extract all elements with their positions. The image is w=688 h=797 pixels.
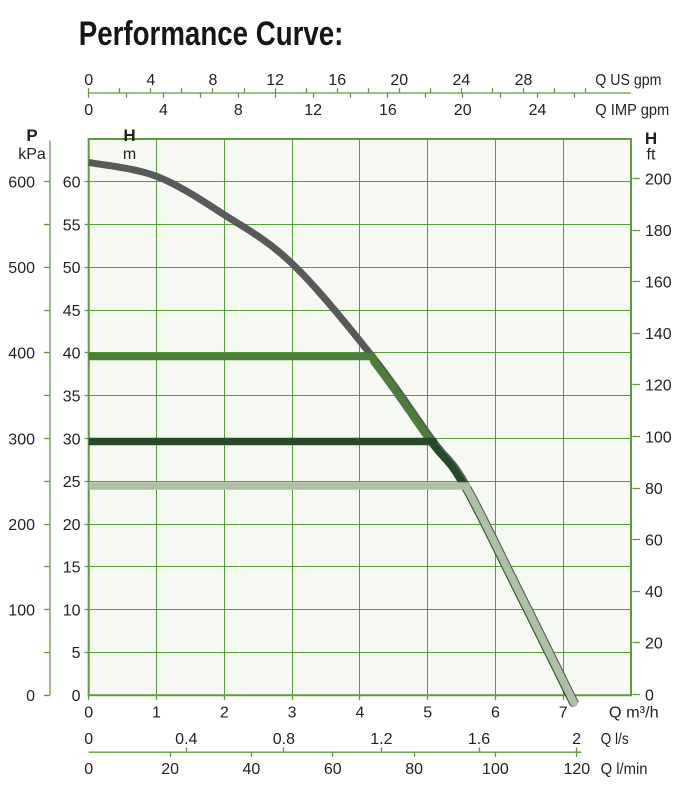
svg-text:30: 30 xyxy=(63,431,81,448)
svg-text:P: P xyxy=(26,126,37,145)
svg-text:25: 25 xyxy=(63,474,81,491)
svg-text:20: 20 xyxy=(454,102,472,119)
svg-text:0: 0 xyxy=(72,688,81,705)
svg-text:1.2: 1.2 xyxy=(370,731,392,748)
svg-text:Performance Curve:: Performance Curve: xyxy=(79,15,344,53)
svg-text:kPa: kPa xyxy=(18,146,46,163)
svg-text:16: 16 xyxy=(328,72,346,89)
svg-text:ft: ft xyxy=(647,147,656,164)
svg-text:40: 40 xyxy=(645,584,663,601)
svg-text:0.8: 0.8 xyxy=(273,731,295,748)
svg-text:0: 0 xyxy=(84,704,93,721)
svg-text:35: 35 xyxy=(63,389,81,406)
svg-text:200: 200 xyxy=(8,517,35,534)
svg-text:200: 200 xyxy=(645,171,672,188)
svg-text:3: 3 xyxy=(288,704,297,721)
svg-text:40: 40 xyxy=(243,761,261,778)
svg-text:15: 15 xyxy=(63,560,81,577)
svg-text:1.6: 1.6 xyxy=(468,731,490,748)
svg-text:5: 5 xyxy=(423,704,432,721)
svg-text:180: 180 xyxy=(645,223,672,240)
svg-text:8: 8 xyxy=(208,72,217,89)
svg-text:Q l/min: Q l/min xyxy=(601,761,648,778)
svg-text:120: 120 xyxy=(645,378,672,395)
svg-text:400: 400 xyxy=(8,346,35,363)
svg-text:80: 80 xyxy=(645,481,663,498)
svg-text:6: 6 xyxy=(491,704,500,721)
svg-text:45: 45 xyxy=(63,303,81,320)
svg-text:24: 24 xyxy=(453,72,471,89)
svg-text:50: 50 xyxy=(63,260,81,277)
svg-text:4: 4 xyxy=(159,102,168,119)
svg-text:0: 0 xyxy=(645,687,654,704)
svg-text:100: 100 xyxy=(8,602,35,619)
svg-text:40: 40 xyxy=(63,346,81,363)
svg-text:Q US gpm: Q US gpm xyxy=(595,72,661,89)
svg-text:120: 120 xyxy=(563,761,590,778)
svg-text:100: 100 xyxy=(645,429,672,446)
svg-text:8: 8 xyxy=(234,102,243,119)
svg-text:100: 100 xyxy=(482,761,509,778)
svg-text:20: 20 xyxy=(390,72,408,89)
svg-text:300: 300 xyxy=(8,431,35,448)
svg-text:0: 0 xyxy=(84,102,93,119)
svg-text:0: 0 xyxy=(84,731,93,748)
svg-text:20: 20 xyxy=(63,517,81,534)
svg-text:20: 20 xyxy=(161,761,179,778)
svg-text:60: 60 xyxy=(324,761,342,778)
svg-text:500: 500 xyxy=(8,260,35,277)
svg-text:0.4: 0.4 xyxy=(175,731,197,748)
svg-text:16: 16 xyxy=(379,102,397,119)
svg-text:12: 12 xyxy=(266,72,284,89)
svg-text:80: 80 xyxy=(405,761,423,778)
svg-text:60: 60 xyxy=(645,533,663,550)
svg-text:24: 24 xyxy=(529,102,547,119)
svg-text:140: 140 xyxy=(645,326,672,343)
svg-text:20: 20 xyxy=(645,636,663,653)
svg-text:2: 2 xyxy=(220,704,229,721)
svg-text:10: 10 xyxy=(63,602,81,619)
svg-text:0: 0 xyxy=(26,688,35,705)
svg-text:m: m xyxy=(123,146,136,163)
svg-text:H: H xyxy=(123,126,135,145)
svg-text:60: 60 xyxy=(63,175,81,192)
svg-text:1: 1 xyxy=(152,704,161,721)
svg-text:5: 5 xyxy=(72,645,81,662)
svg-text:H: H xyxy=(645,129,657,148)
svg-text:0: 0 xyxy=(84,761,93,778)
svg-text:4: 4 xyxy=(355,704,364,721)
svg-text:7: 7 xyxy=(559,704,568,721)
svg-text:12: 12 xyxy=(304,102,322,119)
svg-text:Q IMP gpm: Q IMP gpm xyxy=(595,102,669,119)
svg-text:0: 0 xyxy=(84,72,93,89)
svg-text:Q m³/h: Q m³/h xyxy=(609,704,659,721)
svg-text:55: 55 xyxy=(63,217,81,234)
svg-text:600: 600 xyxy=(8,175,35,192)
svg-text:2: 2 xyxy=(572,731,581,748)
svg-text:4: 4 xyxy=(146,72,155,89)
svg-text:Q l/s: Q l/s xyxy=(601,731,629,748)
svg-text:160: 160 xyxy=(645,275,672,292)
svg-text:28: 28 xyxy=(515,72,533,89)
